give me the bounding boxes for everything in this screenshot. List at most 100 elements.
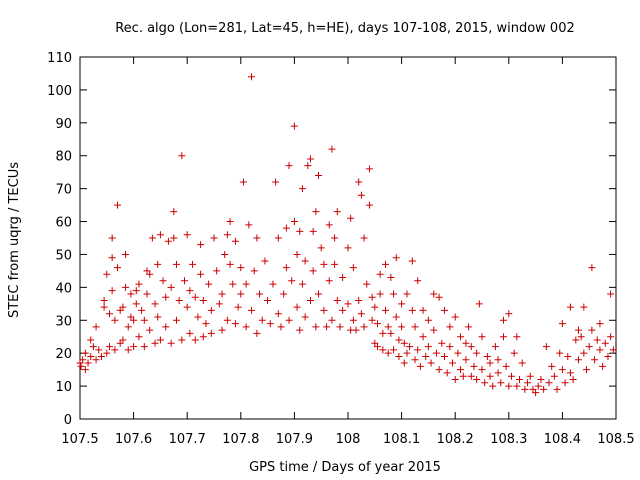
data-point (558, 366, 566, 374)
data-point (84, 359, 92, 367)
data-point (111, 316, 119, 324)
data-point (550, 372, 558, 380)
data-point (499, 316, 507, 324)
data-point (596, 320, 604, 328)
data-point (264, 297, 272, 305)
data-point (505, 310, 513, 318)
data-point (440, 306, 448, 314)
data-point (127, 290, 135, 298)
data-point (478, 366, 486, 374)
data-point (572, 336, 580, 344)
data-point (331, 260, 339, 268)
data-point (526, 372, 534, 380)
x-tick-label: 108.2 (437, 432, 474, 447)
data-point (304, 162, 312, 170)
data-point (542, 343, 550, 351)
data-point (248, 73, 256, 81)
data-point (325, 221, 333, 229)
data-point (164, 237, 172, 245)
data-point (167, 283, 175, 291)
data-point (435, 293, 443, 301)
data-point (282, 264, 290, 272)
y-tick-label: 10 (55, 380, 72, 395)
data-point (296, 326, 304, 334)
data-point (403, 349, 411, 357)
data-point (282, 224, 290, 232)
y-tick-label: 80 (55, 150, 72, 165)
data-point (89, 343, 97, 351)
data-point (154, 313, 162, 321)
data-point (483, 352, 491, 360)
data-point (207, 329, 215, 337)
data-point (92, 323, 100, 331)
data-point (221, 250, 229, 258)
data-point (430, 326, 438, 334)
data-point (156, 231, 164, 239)
data-point (365, 165, 373, 173)
data-point (408, 306, 416, 314)
data-point (194, 313, 202, 321)
data-point (344, 300, 352, 308)
x-tick-label: 107.9 (276, 432, 313, 447)
data-point (301, 257, 309, 265)
data-point (253, 234, 261, 242)
data-point (349, 316, 357, 324)
data-point (218, 326, 226, 334)
data-point (534, 382, 542, 390)
data-point (363, 280, 371, 288)
data-point (191, 293, 199, 301)
data-point (395, 352, 403, 360)
data-point (122, 283, 130, 291)
data-point (320, 306, 328, 314)
y-tick-label: 30 (55, 314, 72, 329)
data-point (403, 290, 411, 298)
data-point (272, 178, 280, 186)
data-point (315, 171, 323, 179)
data-point (588, 264, 596, 272)
data-point (81, 349, 89, 357)
data-point (269, 280, 277, 288)
data-point (518, 359, 526, 367)
data-point (593, 336, 601, 344)
data-point (146, 270, 154, 278)
data-point (138, 306, 146, 314)
data-point (373, 320, 381, 328)
data-point (379, 346, 387, 354)
data-point (502, 362, 510, 370)
data-point (489, 382, 497, 390)
data-point (266, 320, 274, 328)
data-point (237, 264, 245, 272)
data-point (223, 231, 231, 239)
data-point (596, 346, 604, 354)
data-point (537, 376, 545, 384)
data-point (333, 297, 341, 305)
data-point (462, 356, 470, 364)
data-point (569, 376, 577, 384)
data-point (390, 346, 398, 354)
data-point (451, 376, 459, 384)
data-point (186, 287, 194, 295)
data-point (430, 290, 438, 298)
data-point (135, 280, 143, 288)
data-point (92, 356, 100, 364)
data-point (376, 270, 384, 278)
data-point (237, 290, 245, 298)
data-point (100, 303, 108, 311)
data-point (328, 145, 336, 153)
data-point (390, 290, 398, 298)
data-point (114, 201, 122, 209)
y-tick-label: 100 (47, 84, 72, 99)
data-point (440, 352, 448, 360)
data-point (601, 339, 609, 347)
data-point (438, 339, 446, 347)
data-point (435, 366, 443, 374)
data-point (553, 385, 561, 393)
data-point (408, 257, 416, 265)
data-point (360, 234, 368, 242)
data-point (317, 244, 325, 252)
data-point (371, 303, 379, 311)
data-point (355, 297, 363, 305)
data-point (580, 349, 588, 357)
data-point (465, 323, 473, 331)
data-point (320, 260, 328, 268)
